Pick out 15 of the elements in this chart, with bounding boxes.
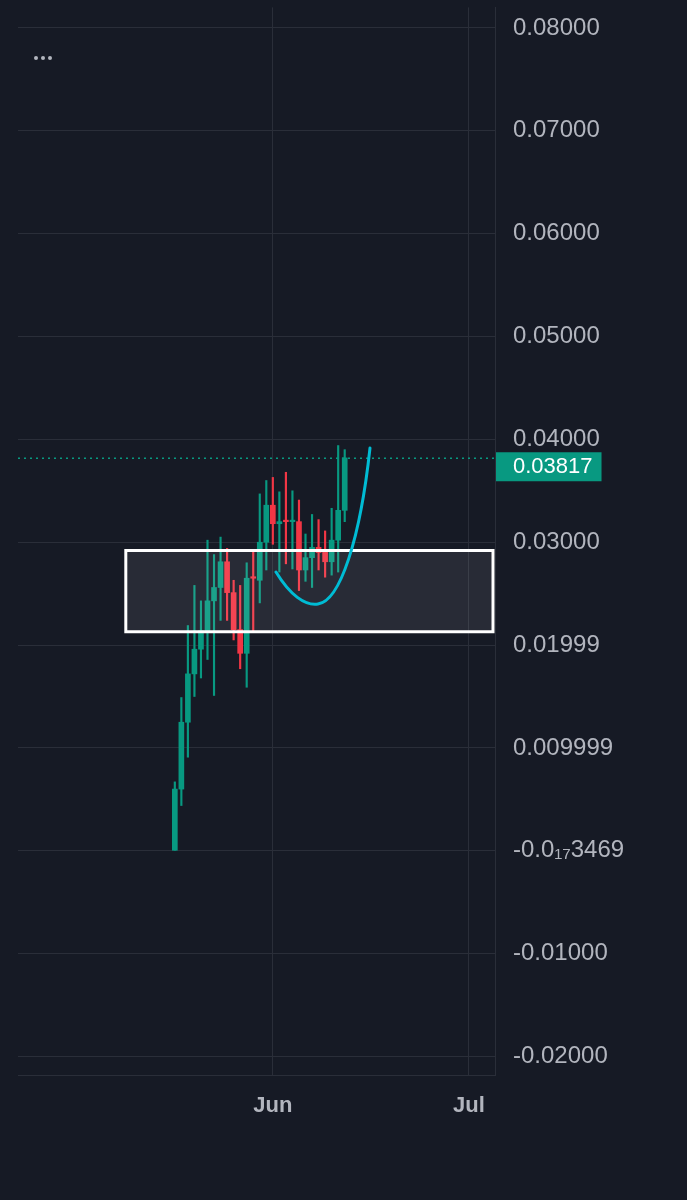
y-tick-label: 0.08000 [513,12,600,40]
y-tick-label: 0.06000 [513,218,600,246]
y-tick-label: -0.01000 [513,938,608,966]
y-tick-label: -0.02000 [513,1041,608,1069]
ref-line-label: 0.03817 [513,453,593,479]
y-tick-label: 0.05000 [513,321,600,349]
y-tick-label: 0.07000 [513,115,600,143]
y-tick-label: 0.04000 [513,424,600,451]
y-tick-label: -0.0₁₇3469 [513,835,625,863]
candlestick [250,551,257,632]
y-tick-label: 0.03000 [513,526,600,554]
x-tick-label: Jul [452,1092,485,1118]
y-tick-label: 0.01999 [513,629,600,657]
y-tick-label: 0.009999 [513,732,614,760]
x-tick-label: Jun [253,1092,293,1118]
